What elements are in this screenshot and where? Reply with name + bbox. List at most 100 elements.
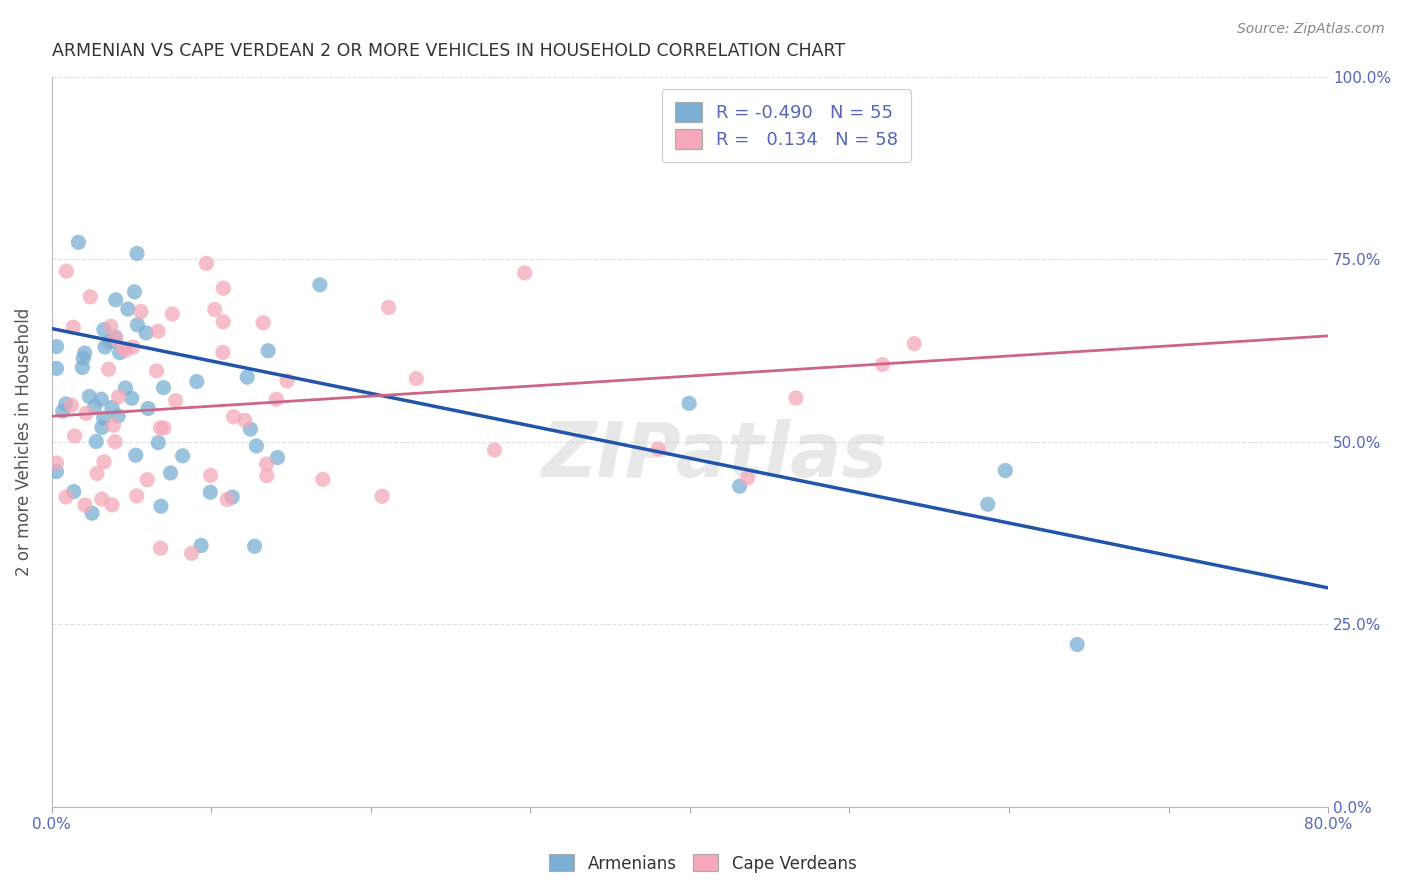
Point <box>104 331 127 345</box>
Point <box>90 420 112 434</box>
Point <box>159 466 181 480</box>
Point <box>112 342 135 356</box>
Point <box>136 473 159 487</box>
Text: Source: ZipAtlas.com: Source: ZipAtlas.com <box>1237 22 1385 37</box>
Point <box>180 546 202 560</box>
Point <box>252 316 274 330</box>
Point <box>73 498 96 512</box>
Point <box>212 345 235 359</box>
Point <box>647 442 669 456</box>
Point <box>55 397 77 411</box>
Text: ZIPatlas: ZIPatlas <box>543 419 889 493</box>
Point <box>104 293 127 307</box>
Point <box>200 468 222 483</box>
Point <box>83 400 105 414</box>
Point <box>149 500 172 514</box>
Point <box>256 468 278 483</box>
Point <box>55 264 77 278</box>
Point <box>100 319 122 334</box>
Point <box>243 539 266 553</box>
Point <box>86 467 108 481</box>
Point <box>266 392 288 407</box>
Point <box>114 343 136 357</box>
Point <box>377 301 399 315</box>
Point <box>145 364 167 378</box>
Point <box>513 266 536 280</box>
Point <box>484 442 506 457</box>
Point <box>148 435 170 450</box>
Point <box>190 538 212 552</box>
Point <box>212 315 235 329</box>
Point <box>93 323 115 337</box>
Point <box>62 320 84 334</box>
Point <box>245 439 267 453</box>
Point <box>125 246 148 260</box>
Point <box>45 340 67 354</box>
Point <box>312 472 335 486</box>
Point <box>136 401 159 416</box>
Point <box>104 330 127 344</box>
Point <box>204 302 226 317</box>
Point <box>121 391 143 405</box>
Point <box>107 409 129 423</box>
Point <box>124 285 146 299</box>
Point <box>93 455 115 469</box>
Point <box>52 404 75 418</box>
Point <box>104 434 127 449</box>
Point <box>149 421 172 435</box>
Point <box>276 374 298 388</box>
Point <box>129 304 152 318</box>
Point <box>93 411 115 425</box>
Point <box>152 381 174 395</box>
Point <box>97 362 120 376</box>
Point <box>114 381 136 395</box>
Point <box>903 336 925 351</box>
Point <box>233 413 256 427</box>
Point <box>1066 638 1088 652</box>
Point <box>212 281 235 295</box>
Point <box>371 489 394 503</box>
Point <box>195 256 218 270</box>
Point <box>67 235 90 250</box>
Point <box>103 418 125 433</box>
Point <box>146 324 169 338</box>
Point <box>62 484 84 499</box>
Point <box>149 541 172 556</box>
Point <box>108 345 131 359</box>
Point <box>60 398 83 412</box>
Point <box>872 358 894 372</box>
Point <box>101 498 124 512</box>
Point <box>125 489 148 503</box>
Point <box>221 490 243 504</box>
Point <box>977 497 1000 511</box>
Point <box>55 490 77 504</box>
Point <box>222 409 245 424</box>
Point <box>73 346 96 360</box>
Point <box>186 375 208 389</box>
Point <box>84 434 107 449</box>
Point <box>127 318 149 332</box>
Point <box>257 343 280 358</box>
Point <box>405 371 427 385</box>
Point <box>101 401 124 415</box>
Point <box>63 429 86 443</box>
Legend: R = -0.490   N = 55, R =   0.134   N = 58: R = -0.490 N = 55, R = 0.134 N = 58 <box>662 89 911 161</box>
Point <box>98 334 121 349</box>
Point <box>217 492 239 507</box>
Point <box>80 506 103 520</box>
Point <box>785 391 807 405</box>
Text: ARMENIAN VS CAPE VERDEAN 2 OR MORE VEHICLES IN HOUSEHOLD CORRELATION CHART: ARMENIAN VS CAPE VERDEAN 2 OR MORE VEHIC… <box>52 42 845 60</box>
Y-axis label: 2 or more Vehicles in Household: 2 or more Vehicles in Household <box>15 308 32 576</box>
Point <box>122 340 145 354</box>
Point <box>236 370 259 384</box>
Point <box>107 390 129 404</box>
Point <box>75 406 97 420</box>
Point <box>678 396 700 410</box>
Point <box>45 456 67 470</box>
Point <box>165 393 187 408</box>
Point <box>79 389 101 403</box>
Point <box>728 479 751 493</box>
Point <box>994 464 1017 478</box>
Point <box>45 465 67 479</box>
Point <box>200 485 222 500</box>
